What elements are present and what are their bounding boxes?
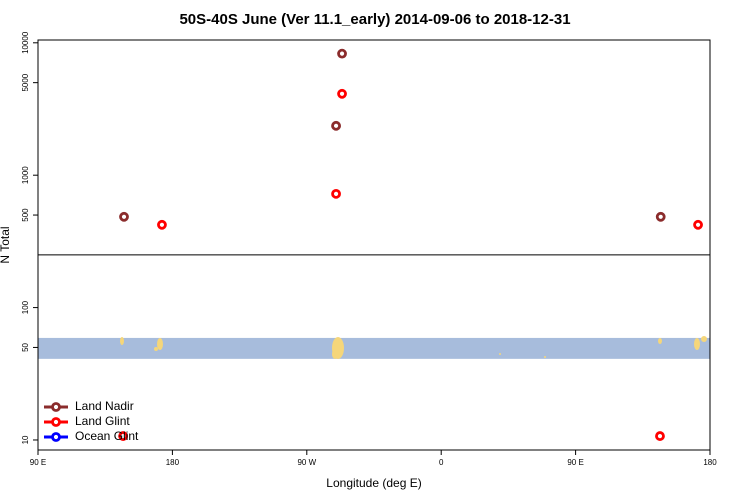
point [655, 431, 665, 441]
y-tick-label: 5000 [21, 73, 30, 91]
y-axis-label: N Total [0, 226, 12, 263]
y-tick-label: 1000 [21, 166, 30, 184]
legend-label: Ocean Glint [75, 429, 139, 443]
x-tick-label: 180 [703, 458, 717, 467]
land [544, 356, 546, 358]
y-tick-label: 500 [21, 208, 30, 222]
land [120, 337, 124, 345]
point [337, 48, 347, 59]
legend-marker [51, 432, 61, 442]
land [154, 347, 158, 351]
plot-frame [37, 39, 711, 451]
x-tick-label: 90 W [297, 458, 316, 467]
y-tick-label: 10000 [21, 31, 30, 54]
legend-label: Land Nadir [75, 399, 134, 413]
point [119, 211, 129, 222]
point [337, 88, 347, 99]
point [331, 188, 341, 199]
map-band [38, 337, 710, 359]
land [701, 336, 707, 342]
land [332, 349, 338, 359]
land [157, 338, 163, 350]
y-tick-label: 10 [21, 435, 30, 444]
x-tick-label: 180 [166, 458, 180, 467]
land [658, 338, 662, 344]
x-axis-label: Longitude (deg E) [326, 476, 421, 490]
x-tick-label: 90 E [30, 458, 46, 467]
point [157, 219, 167, 230]
legend-label: Land Glint [75, 414, 130, 428]
point [331, 120, 341, 131]
y-tick-label: 50 [21, 342, 30, 351]
legend-marker [51, 402, 61, 412]
y-tick-label: 100 [21, 300, 30, 314]
x-tick-label: 90 E [567, 458, 583, 467]
x-tick-label: 0 [439, 458, 444, 467]
chart-title: 50S-40S June (Ver 11.1_early) 2014-09-06… [179, 11, 570, 28]
point [693, 219, 703, 230]
legend-marker [51, 417, 61, 427]
point [655, 211, 666, 222]
land [694, 338, 700, 350]
point [118, 431, 129, 441]
land [499, 353, 501, 355]
